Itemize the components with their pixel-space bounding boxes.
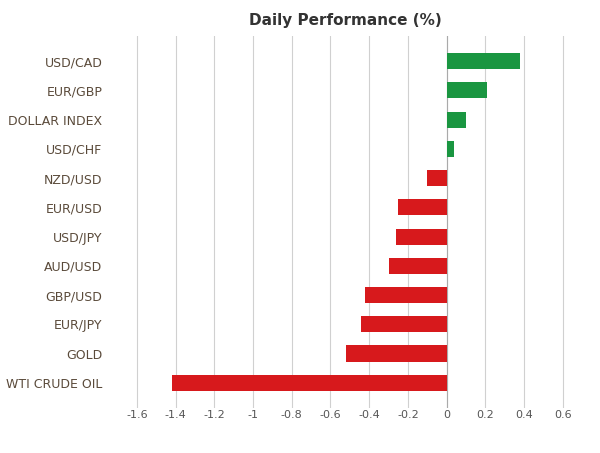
Bar — [389, 258, 446, 274]
Bar — [446, 111, 466, 128]
Bar — [365, 287, 446, 303]
Bar — [427, 170, 446, 186]
Bar — [172, 375, 446, 391]
Bar — [446, 82, 487, 98]
Bar — [361, 316, 446, 333]
Bar — [346, 346, 446, 361]
Bar — [396, 229, 446, 245]
Bar — [446, 53, 520, 69]
Title: Daily Performance (%): Daily Performance (%) — [248, 13, 442, 28]
Bar — [446, 141, 454, 157]
Bar — [398, 199, 446, 215]
